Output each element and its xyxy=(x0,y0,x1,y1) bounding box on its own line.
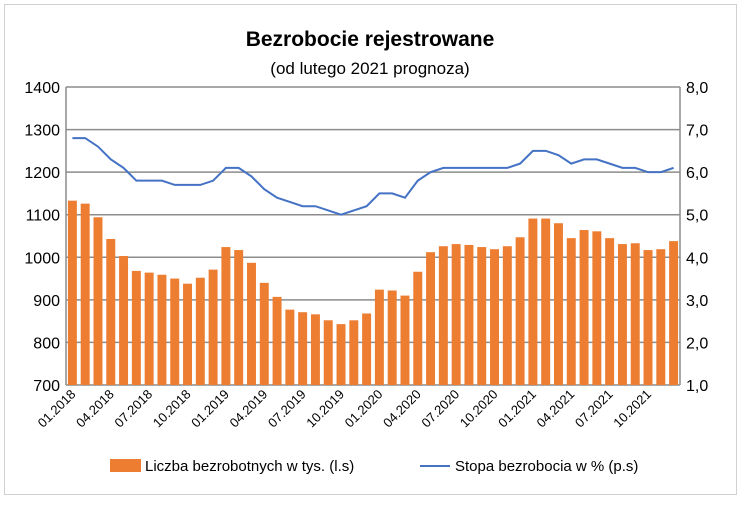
chart-border xyxy=(4,4,737,495)
bar xyxy=(298,312,308,385)
y-left-tick-label: 700 xyxy=(33,378,60,395)
bar xyxy=(656,249,666,385)
bar xyxy=(285,309,295,385)
bar xyxy=(643,250,653,385)
bar xyxy=(605,238,615,385)
bar xyxy=(630,243,640,385)
bar xyxy=(259,282,269,385)
bar xyxy=(221,247,231,385)
bar xyxy=(464,244,474,385)
bar xyxy=(541,218,551,385)
y-left-tick-label: 1300 xyxy=(24,123,60,140)
y-right-tick-label: 8,0 xyxy=(686,80,708,97)
bar xyxy=(67,200,77,385)
rate-line xyxy=(72,137,674,216)
bar xyxy=(247,262,256,385)
y-right-tick-label: 5,0 xyxy=(686,208,708,225)
bar xyxy=(119,256,129,385)
bar xyxy=(272,296,282,385)
bar xyxy=(554,223,563,385)
legend-bar-label: Liczba bezrobotnych w tys. (l.s) xyxy=(145,458,354,475)
bar xyxy=(451,244,461,385)
bar xyxy=(336,324,346,385)
y-left-tick-label: 1400 xyxy=(24,80,60,97)
bar xyxy=(80,203,90,385)
y-right-tick-label: 4,0 xyxy=(686,250,708,267)
bar xyxy=(157,274,167,385)
bar xyxy=(617,244,627,385)
chart-subtitle: (od lutego 2021 prognoza) xyxy=(270,59,469,78)
y-left-tick-label: 800 xyxy=(33,335,60,352)
bar xyxy=(515,237,525,385)
bar xyxy=(413,271,423,385)
bar xyxy=(93,217,103,385)
bar xyxy=(374,289,384,385)
y-left-tick-label: 900 xyxy=(33,293,60,310)
bar xyxy=(438,246,448,385)
y-right-tick-label: 7,0 xyxy=(686,123,708,140)
bar xyxy=(592,231,602,385)
y-right-tick-label: 6,0 xyxy=(686,165,708,182)
bar xyxy=(183,283,192,385)
bar xyxy=(669,241,679,385)
bar xyxy=(490,249,499,385)
bar xyxy=(477,247,487,385)
y-right-tick-label: 1,0 xyxy=(686,378,708,395)
chart-title: Bezrobocie rejestrowane xyxy=(246,28,495,51)
legend-line-label: Stopa bezrobocia w % (p.s) xyxy=(455,458,638,475)
y-right-tick-label: 2,0 xyxy=(686,335,708,352)
bar xyxy=(566,238,576,385)
bar xyxy=(144,272,154,385)
bar xyxy=(349,320,359,385)
bar xyxy=(208,269,218,385)
bar xyxy=(579,230,589,385)
bar xyxy=(387,290,397,385)
bar xyxy=(528,218,538,385)
bar xyxy=(234,250,244,385)
bar xyxy=(502,246,512,385)
bar xyxy=(323,320,333,385)
bar xyxy=(131,270,141,385)
bar xyxy=(426,252,436,385)
bar xyxy=(400,295,410,385)
y-left-tick-label: 1000 xyxy=(24,250,60,267)
bar xyxy=(170,278,180,385)
y-left-tick-label: 1200 xyxy=(24,165,60,182)
bar xyxy=(195,277,205,385)
bar xyxy=(310,314,320,385)
y-right-tick-label: 3,0 xyxy=(686,293,708,310)
legend-bar-swatch xyxy=(110,459,141,472)
y-left-tick-label: 1100 xyxy=(26,208,61,225)
bar xyxy=(362,313,372,385)
bar xyxy=(106,238,116,385)
